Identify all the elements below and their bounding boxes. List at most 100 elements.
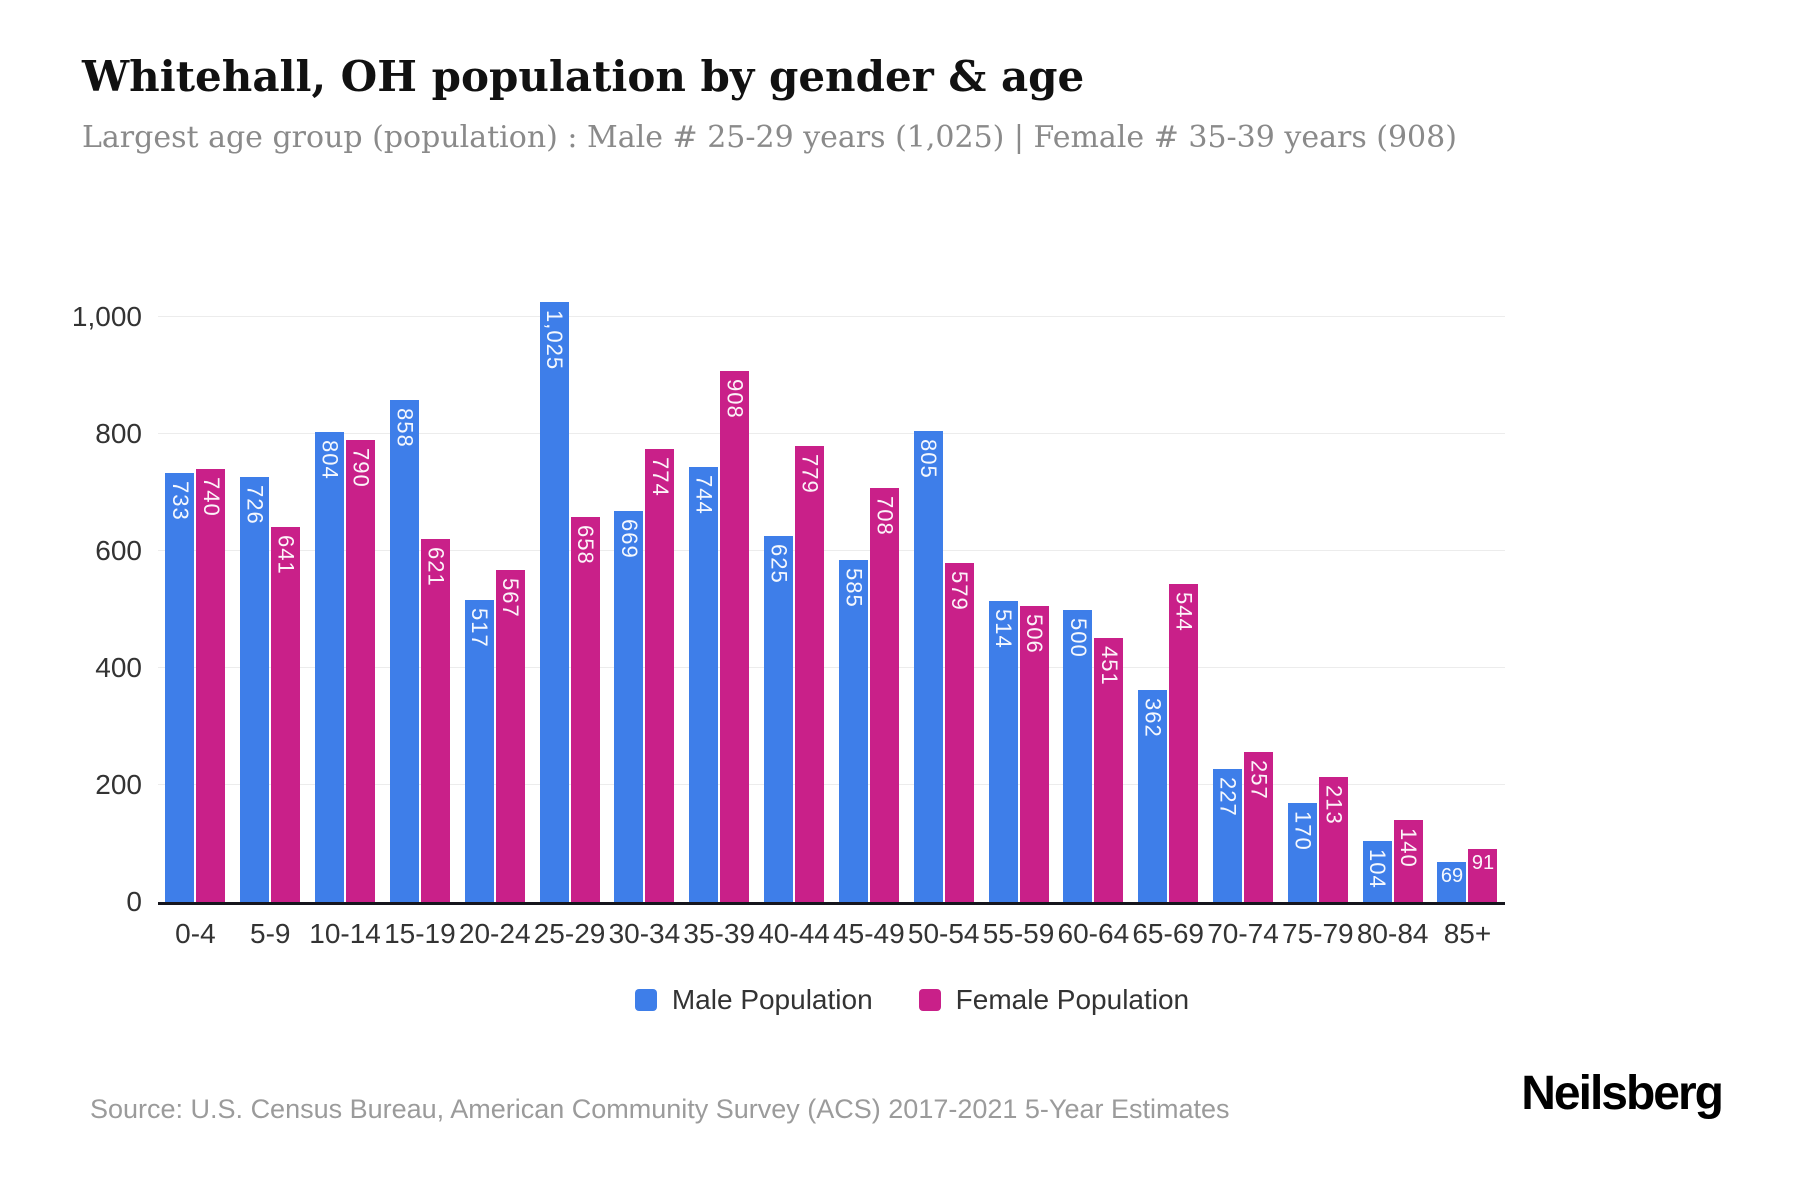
male-bar[interactable]: 69 xyxy=(1437,861,1467,902)
x-axis-label: 45-49 xyxy=(833,918,905,949)
bar-value-label: 567 xyxy=(498,578,524,619)
y-axis-tick-label: 600 xyxy=(95,535,142,567)
legend-swatch-icon xyxy=(634,989,657,1011)
male-bar[interactable]: 669 xyxy=(614,510,644,902)
female-bar[interactable]: 790 xyxy=(346,439,376,902)
male-bar[interactable]: 733 xyxy=(165,473,195,902)
bar-group: 514 506 55-59 xyxy=(981,282,1056,949)
bar-value-label: 506 xyxy=(1022,614,1048,654)
bar-value-label: 641 xyxy=(273,535,299,575)
x-axis-label: 60-64 xyxy=(1057,918,1130,949)
x-axis-label: 50-54 xyxy=(907,918,980,949)
bar-groups: 733 740 0-4 726 641 5-9 804 790 10-14 858 621 15-19… xyxy=(158,282,1505,949)
male-bar[interactable]: 227 xyxy=(1213,769,1242,902)
brand-logo: Neilsberg xyxy=(1521,1067,1724,1120)
bar-group: 669 774 30-34 xyxy=(607,282,682,949)
y-axis-tick-label: 800 xyxy=(95,418,142,450)
bar-value-label: 69 xyxy=(1440,864,1464,887)
female-bar[interactable]: 740 xyxy=(196,469,226,902)
y-axis: 0 200 400 600 800 1,000 xyxy=(20,282,142,916)
female-bar[interactable]: 257 xyxy=(1244,751,1273,902)
male-bar[interactable]: 104 xyxy=(1362,841,1392,902)
female-bar[interactable]: 621 xyxy=(420,538,450,902)
female-bar[interactable]: 567 xyxy=(495,570,525,902)
x-axis-label: 55-59 xyxy=(982,918,1055,949)
bar-group: 625 779 40-44 xyxy=(757,282,832,949)
x-axis-label: 65-69 xyxy=(1132,918,1204,949)
male-bar[interactable]: 500 xyxy=(1063,609,1093,902)
male-bar[interactable]: 625 xyxy=(764,536,794,902)
bar-group: 805 579 50-54 xyxy=(906,282,981,949)
x-axis-label: 0-4 xyxy=(175,918,216,949)
female-bar[interactable]: 641 xyxy=(271,527,301,902)
male-bar[interactable]: 170 xyxy=(1287,802,1317,902)
female-bar[interactable]: 213 xyxy=(1318,777,1348,902)
bar-group: 517 567 20-24 xyxy=(457,282,532,949)
male-bar[interactable]: 1,025 xyxy=(539,302,569,902)
male-bar[interactable]: 517 xyxy=(464,599,494,902)
male-bar[interactable]: 804 xyxy=(315,431,345,902)
chart-subtitle: Largest age group (population) : Male # … xyxy=(82,120,1457,155)
female-bar[interactable]: 451 xyxy=(1094,638,1124,902)
female-bar[interactable]: 579 xyxy=(944,563,974,902)
bar-value-label: 744 xyxy=(691,474,717,515)
male-bar[interactable]: 726 xyxy=(240,477,270,902)
bar-value-label: 104 xyxy=(1365,849,1391,889)
bar-group: 733 740 0-4 xyxy=(158,282,233,949)
bar-value-label: 908 xyxy=(722,378,748,419)
y-axis-tick-label: 200 xyxy=(95,769,142,801)
gridline xyxy=(158,316,1505,318)
female-bar[interactable]: 506 xyxy=(1019,606,1049,902)
bar-value-label: 227 xyxy=(1215,777,1241,817)
x-axis-label: 85+ xyxy=(1443,918,1492,949)
female-bar[interactable]: 908 xyxy=(720,370,750,902)
gridline xyxy=(158,550,1505,552)
female-bar[interactable]: 708 xyxy=(869,487,899,902)
y-axis-tick-label: 1,000 xyxy=(71,301,142,333)
plot-area: 733 740 0-4 726 641 5-9 804 790 10-14 858 621 15-19… xyxy=(158,282,1505,949)
bar-value-label: 140 xyxy=(1396,828,1422,868)
bar-group: 726 641 5-9 xyxy=(233,282,308,949)
bar-group: 362 544 65-69 xyxy=(1131,282,1206,949)
bar-group: 104 140 80-84 xyxy=(1355,282,1430,949)
bar-group: 858 621 15-19 xyxy=(382,282,457,949)
male-bar[interactable]: 514 xyxy=(988,601,1018,902)
bar-group: 1,025 658 25-29 xyxy=(532,282,607,949)
legend-item-male[interactable]: Male Population xyxy=(634,984,873,1016)
bar-group: 500 451 60-64 xyxy=(1056,282,1131,949)
x-axis-label: 75-79 xyxy=(1282,918,1354,949)
bar-value-label: 257 xyxy=(1246,759,1272,800)
bar-value-label: 726 xyxy=(242,485,268,526)
male-bar[interactable]: 858 xyxy=(389,400,419,902)
bar-value-label: 585 xyxy=(841,567,867,608)
male-bar[interactable]: 362 xyxy=(1138,690,1168,902)
bar-value-label: 708 xyxy=(872,495,898,536)
male-bar[interactable]: 744 xyxy=(689,466,719,902)
legend-label: Female Population xyxy=(955,984,1190,1015)
y-axis-tick-label: 400 xyxy=(95,652,142,684)
female-bar[interactable]: 544 xyxy=(1169,583,1199,902)
male-bar[interactable]: 805 xyxy=(913,431,943,902)
female-bar[interactable]: 779 xyxy=(795,446,825,902)
female-bar[interactable]: 140 xyxy=(1393,820,1423,902)
legend-swatch-icon xyxy=(918,989,941,1011)
bar-group: 170 213 75-79 xyxy=(1280,282,1355,949)
bar-value-label: 213 xyxy=(1321,785,1347,826)
gridline xyxy=(158,784,1505,786)
bar-value-label: 858 xyxy=(392,408,418,448)
bar-value-label: 625 xyxy=(766,544,792,585)
female-bar[interactable]: 91 xyxy=(1468,848,1498,902)
bar-value-label: 804 xyxy=(317,439,343,480)
bar-value-label: 669 xyxy=(616,518,642,559)
male-bar[interactable]: 585 xyxy=(838,559,868,902)
bar-value-label: 170 xyxy=(1290,810,1316,851)
bar-group: 804 790 10-14 xyxy=(308,282,383,949)
bar-value-label: 621 xyxy=(423,546,449,587)
bar-group: 227 257 70-74 xyxy=(1206,282,1281,949)
female-bar[interactable]: 658 xyxy=(570,517,600,902)
bar-value-label: 774 xyxy=(647,457,673,498)
female-bar[interactable]: 774 xyxy=(645,449,675,902)
x-axis-label: 30-34 xyxy=(608,918,681,949)
x-axis-label: 25-29 xyxy=(533,918,606,949)
legend-item-female[interactable]: Female Population xyxy=(918,984,1190,1016)
